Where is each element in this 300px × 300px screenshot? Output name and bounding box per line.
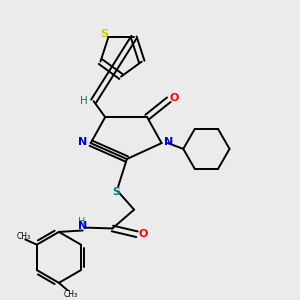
Text: O: O	[170, 93, 179, 103]
Text: H: H	[80, 96, 88, 106]
Text: S: S	[100, 29, 108, 40]
Text: N: N	[78, 221, 87, 231]
Text: CH₃: CH₃	[17, 232, 31, 241]
Text: H: H	[78, 218, 85, 227]
Text: N: N	[164, 137, 173, 147]
Text: CH₃: CH₃	[63, 290, 77, 299]
Text: O: O	[138, 229, 148, 239]
Text: N: N	[78, 137, 87, 147]
Text: S: S	[113, 187, 121, 197]
